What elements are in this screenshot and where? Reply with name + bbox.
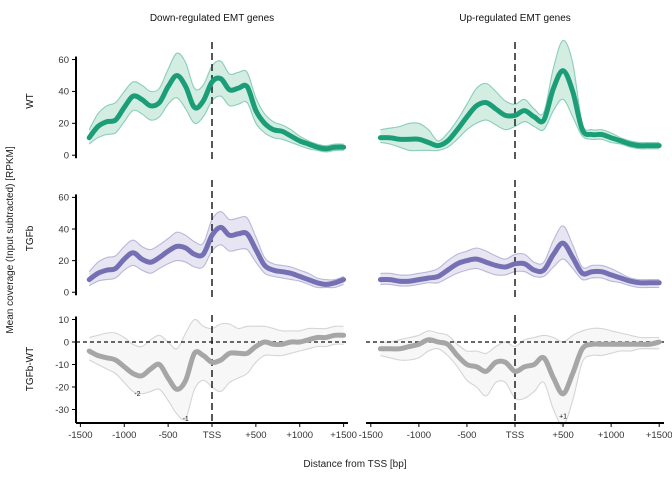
band-lower-line <box>88 244 344 289</box>
band-lower-line <box>88 95 344 153</box>
confidence-band <box>89 211 344 288</box>
x-tick-label: -1500 <box>359 430 383 441</box>
x-tick-label: -500 <box>457 430 476 441</box>
y-axis-row-3: -30 -20 -10 0 10 <box>55 315 77 423</box>
panel-tgfb-wt-1: -2 -1 <box>76 315 348 423</box>
nucleosome-annotation: -1 <box>183 416 189 423</box>
x-axis-col-1: -1500 -1000 -500 TSS +500 +1000 +1500 <box>68 422 357 441</box>
confidence-band <box>89 53 344 153</box>
band-upper-line <box>380 327 660 354</box>
y-tick-label: -30 <box>55 405 69 416</box>
column-strip-1: Down-regulated EMT genes <box>150 13 274 24</box>
row-strip-labels: WT TGFb TGFb-WT <box>25 93 36 391</box>
x-tick-label: +500 <box>552 430 573 441</box>
y-tick-label: 0 <box>64 337 69 348</box>
x-tick-label: -1000 <box>407 430 431 441</box>
y-tick-label: 60 <box>58 55 69 66</box>
x-axis-title: Distance from TSS [bp] <box>303 459 406 470</box>
chart-panels: 0 20 40 60 0 20 40 60 -30 -20 -10 0 10 -2 -1 -1500 -1000… <box>55 39 672 441</box>
band-lower-line <box>88 343 344 421</box>
y-tick-label: -10 <box>55 360 69 371</box>
x-tick-label: TSS <box>203 430 221 441</box>
panel-tgfb-wt-2: +1 <box>366 315 664 426</box>
confidence-band <box>380 40 660 151</box>
x-tick-label: -1000 <box>112 430 136 441</box>
y-tick-label: 60 <box>58 193 69 204</box>
y-axis-row-2: 0 20 40 60 <box>58 193 77 299</box>
band-upper-line <box>88 52 344 147</box>
mean-line <box>86 73 347 152</box>
mean-line <box>377 240 662 286</box>
mean-line <box>377 337 662 397</box>
band-lower-line <box>380 258 660 289</box>
y-tick-label: 20 <box>58 256 69 267</box>
row-strip-3: TGFb-WT <box>25 347 36 391</box>
y-tick-label: 20 <box>58 119 69 130</box>
x-tick-label: +500 <box>245 430 266 441</box>
y-tick-label: 0 <box>64 151 69 162</box>
x-tick-label: +1500 <box>646 430 672 441</box>
mean-line <box>377 68 662 149</box>
x-tick-label: -500 <box>159 430 178 441</box>
x-tick-label: +1000 <box>598 430 625 441</box>
panel-tgfb-2 <box>377 180 662 297</box>
y-tick-label: -20 <box>55 382 69 393</box>
x-tick-label: +1000 <box>286 430 313 441</box>
y-tick-label: 10 <box>58 315 69 326</box>
column-strip-2: Up-regulated EMT genes <box>459 13 571 24</box>
panel-wt-2 <box>377 39 662 160</box>
band-upper-line <box>89 318 344 350</box>
nucleosome-annotation: +1 <box>559 414 567 421</box>
band-lower-line <box>380 348 660 426</box>
band-upper-line <box>88 211 344 281</box>
confidence-band <box>380 328 660 426</box>
panel-tgfb-1 <box>86 180 347 297</box>
mean-line <box>86 332 347 392</box>
x-tick-label: -1500 <box>68 430 92 441</box>
band-lower-line <box>380 98 660 152</box>
x-tick-label: TSS <box>506 430 524 441</box>
mean-line <box>86 224 347 287</box>
y-tick-label: 40 <box>58 87 69 98</box>
band-upper-line <box>380 225 660 281</box>
y-tick-label: 40 <box>58 224 69 235</box>
nucleosome-annotation: -2 <box>134 391 140 398</box>
y-tick-label: 0 <box>64 288 69 299</box>
column-strip-labels: Down-regulated EMT genes Up-regulated EMT… <box>150 13 571 24</box>
y-axis-row-1: 0 20 40 60 <box>58 55 77 162</box>
row-strip-2: TGFb <box>25 225 36 251</box>
y-axis-title: Mean coverage (Input subtracted) [RPKM] <box>5 146 16 334</box>
x-tick-label: +1500 <box>330 430 357 441</box>
row-strip-1: WT <box>25 93 36 109</box>
panel-wt-1 <box>86 42 347 160</box>
x-axis-col-2: -1500 -1000 -500 TSS +500 +1000 +1500 <box>359 422 672 441</box>
band-upper-line <box>380 39 660 144</box>
